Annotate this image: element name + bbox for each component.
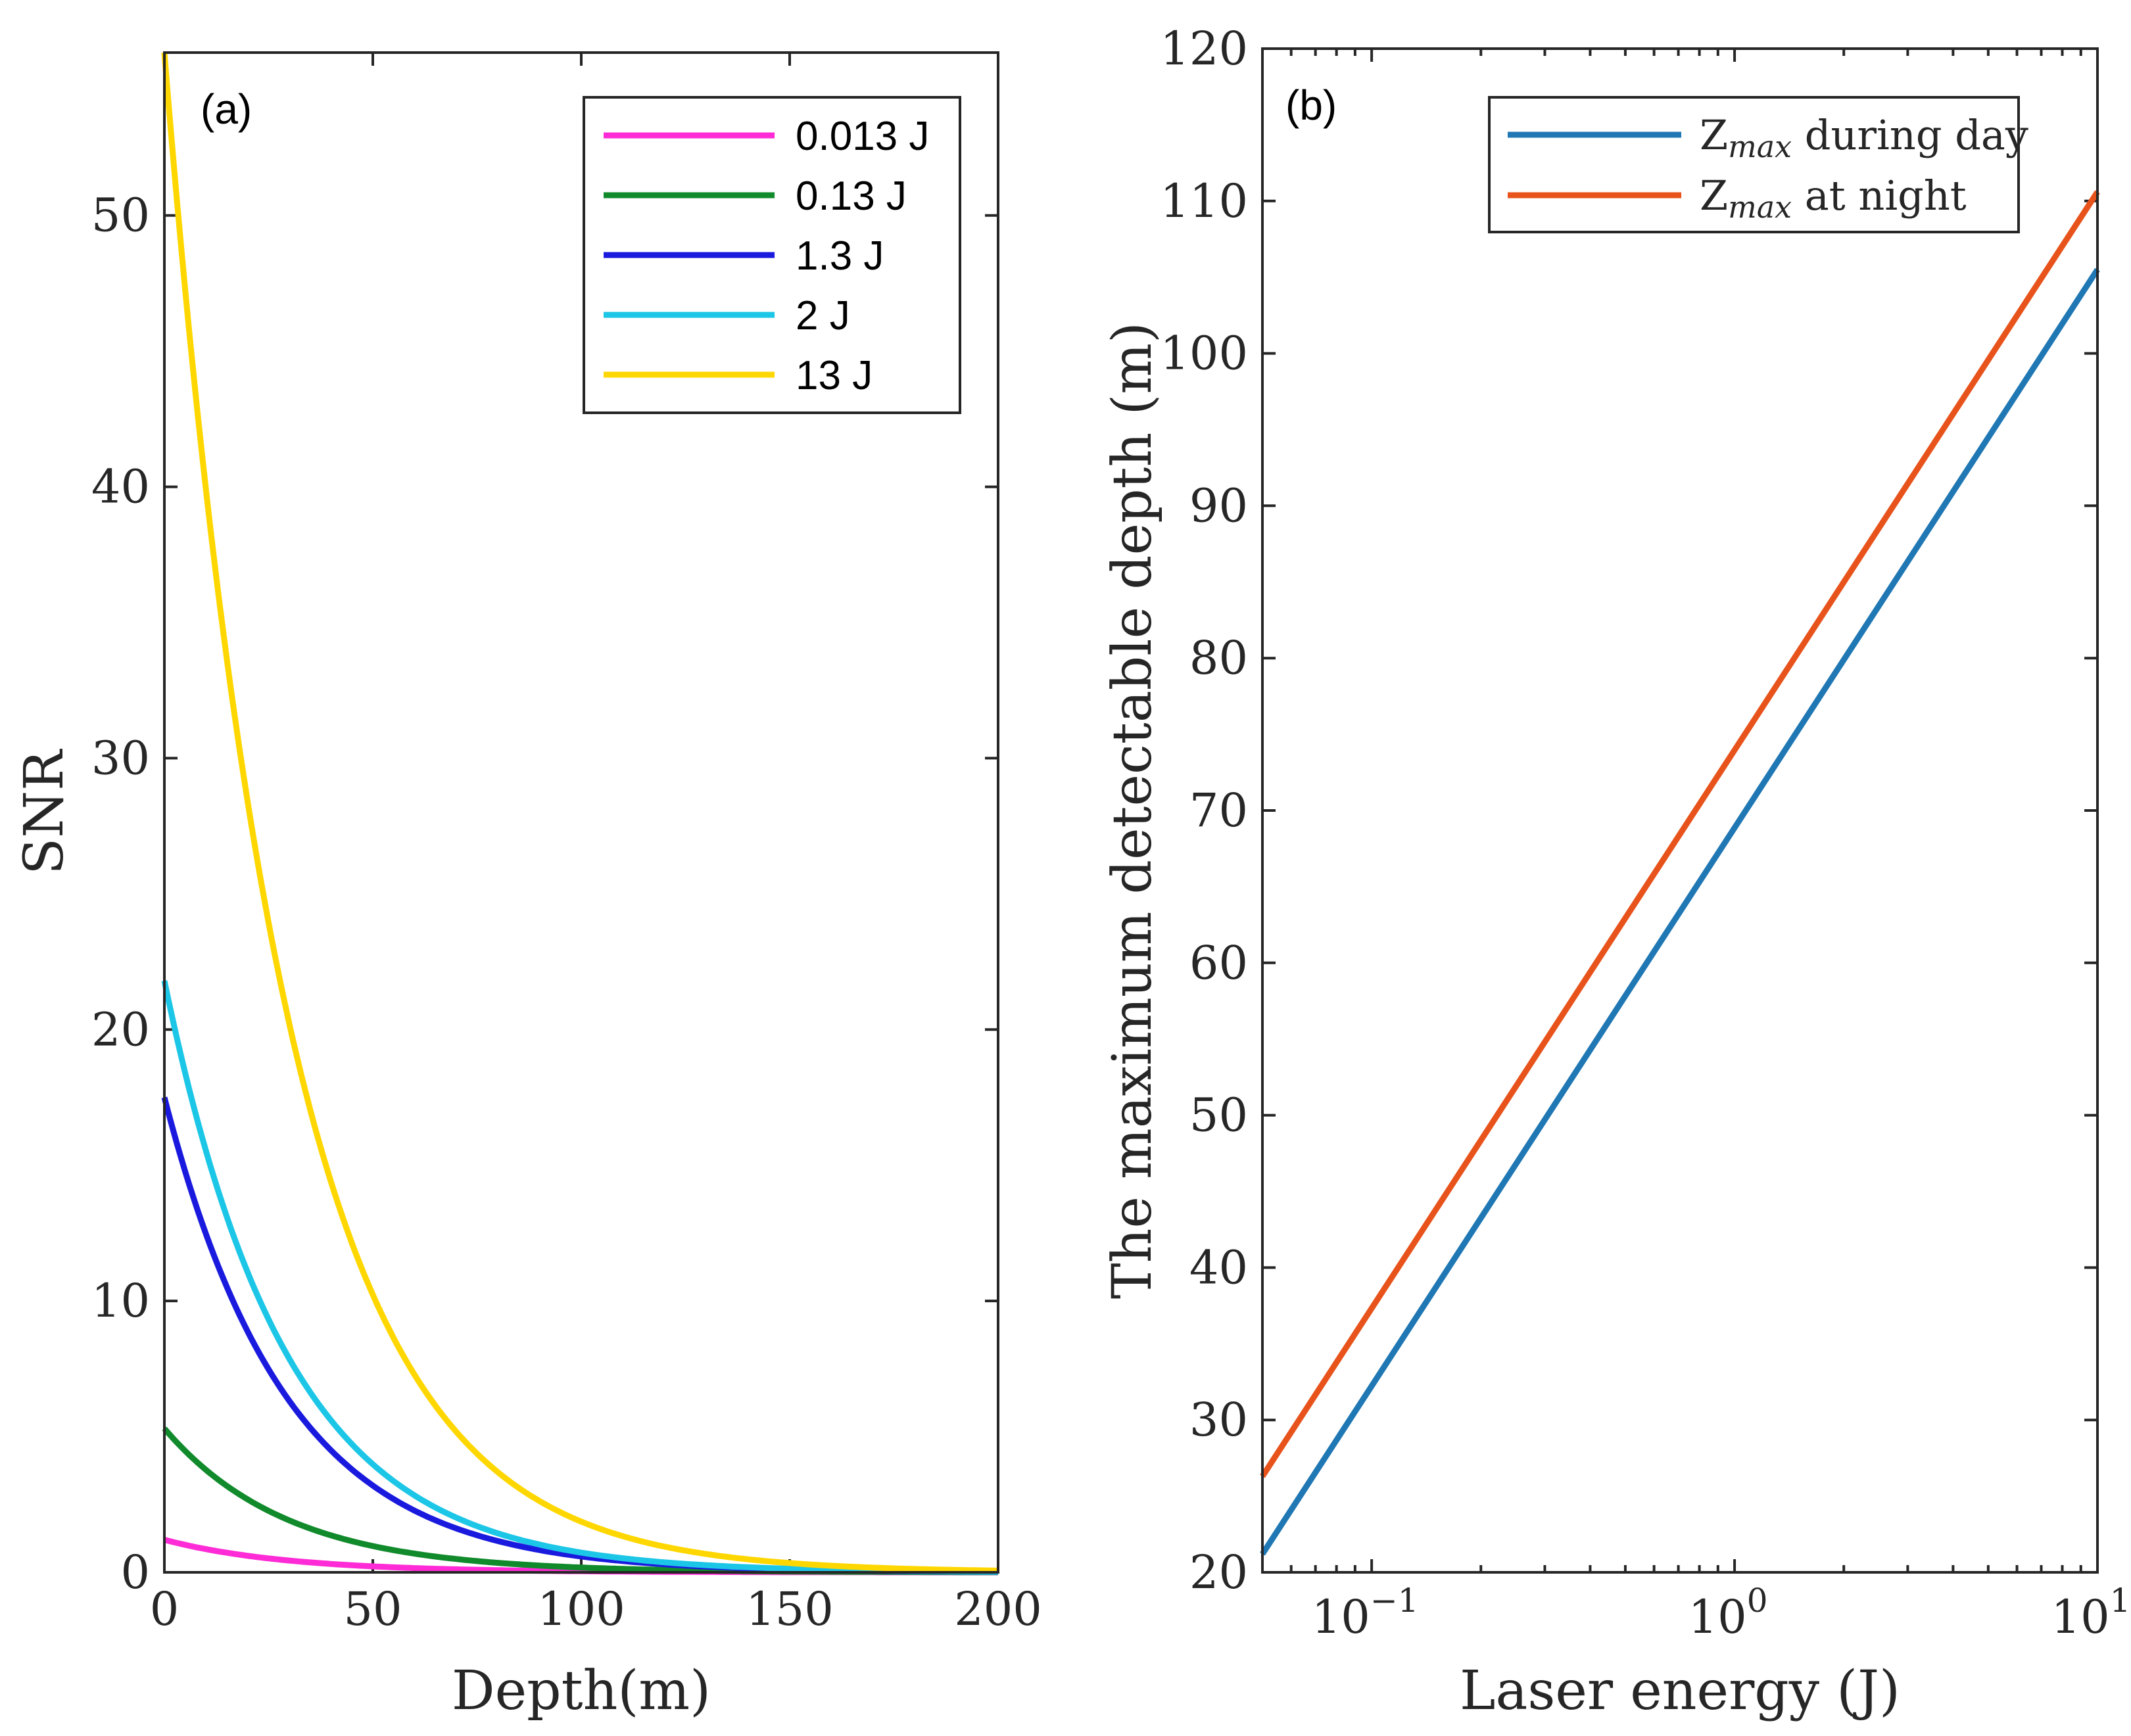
panel-b-x-tick-label: 10−1	[1312, 1582, 1419, 1644]
panel-a-y-tick-label: 20	[91, 1002, 150, 1056]
panel-a-legend: 0.013 J 0.13 J 1.3 J 2 J 13 J	[583, 96, 961, 414]
panel-a-y-tick-label: 50	[91, 189, 150, 243]
panel-a-label: (a)	[201, 85, 252, 133]
panel-a-x-tick-label: 0	[150, 1582, 180, 1636]
panel-b-label: (b)	[1285, 82, 1337, 129]
panel-b-y-tick-label: 70	[1189, 784, 1248, 837]
panel-a-series-line	[161, 980, 998, 1575]
panel-b-tick-labels: 10−1 100 101 20 30 40 50 60 70 80 90 100 110 120	[1160, 22, 2130, 1644]
panel-b-legend-label: Zmax at night	[1700, 172, 1967, 225]
panel-b-y-axis-label: The maximum detectable depth (m)	[1101, 322, 1164, 1299]
panel-a-x-tick-label: 100	[537, 1582, 625, 1636]
panel-b-legend-box	[1488, 96, 2020, 233]
panel-a-snr-vs-depth: 0 50 100 150 200 0 10 20 30 40 50 (a) Depth(m) SNR…	[13, 51, 1042, 1722]
panel-b-y-tick-label: 30	[1189, 1393, 1248, 1447]
panel-a-series-line	[161, 1096, 998, 1575]
panel-a-legend-label: 13 J	[796, 353, 873, 398]
panel-a-x-tick-label: 150	[746, 1582, 834, 1636]
panel-b-legend-label: Zmax during day	[1700, 111, 2028, 164]
panel-b-y-tick-label: 60	[1189, 936, 1248, 990]
panel-a-legend-label: 0.13 J	[796, 174, 907, 219]
panel-b-series-line	[1260, 190, 2100, 1478]
panel-a-y-tick-label: 0	[120, 1545, 150, 1599]
panel-b-y-tick-label: 80	[1189, 631, 1248, 685]
panel-b-y-tick-label: 20	[1189, 1545, 1248, 1599]
panel-a-x-axis-label: Depth(m)	[452, 1660, 711, 1722]
panel-b-y-tick-label: 90	[1189, 479, 1248, 532]
panel-a-x-tick-label: 200	[954, 1582, 1042, 1636]
panel-b-curves	[1260, 190, 2100, 1556]
panel-b-x-tick-label: 100	[1688, 1582, 1768, 1644]
panel-a-legend-label: 0.013 J	[796, 114, 929, 159]
panel-b-y-tick-label: 40	[1189, 1240, 1248, 1294]
panel-b-series-line	[1260, 268, 2100, 1556]
panel-b-legend: Zmax during day Zmax at night	[1488, 96, 2028, 233]
panel-a-series-line	[161, 52, 999, 1574]
panel-a-y-tick-label: 10	[91, 1274, 150, 1328]
panel-b-y-tick-label: 110	[1160, 174, 1248, 228]
panel-b-y-tick-label: 50	[1189, 1089, 1248, 1142]
panel-a-tick-labels: 0 50 100 150 200 0 10 20 30 40 50	[91, 189, 1042, 1636]
panel-a-axes-box	[163, 51, 999, 1574]
panel-a-x-tick-label: 50	[343, 1582, 402, 1636]
panel-b-axes-box	[1261, 47, 2099, 1574]
panel-b-y-tick-label: 100	[1160, 327, 1248, 381]
panel-a-legend-label: 1.3 J	[796, 233, 884, 279]
panel-b-y-tick-label: 120	[1160, 22, 1248, 76]
panel-a-legend-label: 2 J	[796, 293, 850, 339]
panel-a-y-tick-label: 40	[91, 460, 150, 514]
panel-a-y-tick-label: 30	[91, 731, 150, 785]
panel-b-x-tick-label: 101	[2051, 1582, 2131, 1644]
panel-a-y-axis-label: SNR	[13, 749, 76, 875]
panel-b-x-axis-label: Laser energy (J)	[1460, 1660, 1900, 1722]
panel-b-ticks	[1262, 47, 2099, 1574]
